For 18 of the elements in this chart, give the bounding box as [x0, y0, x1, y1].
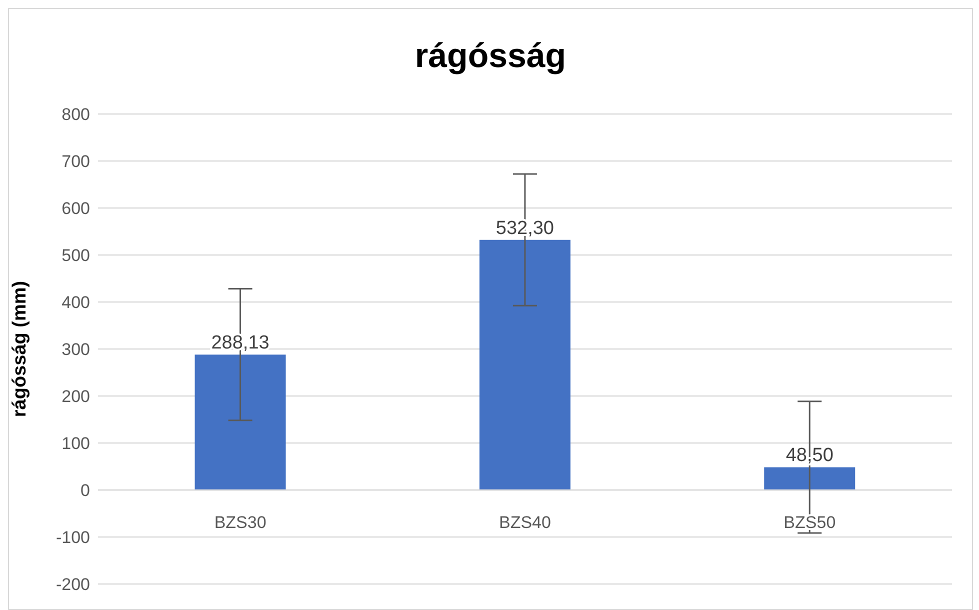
y-tick-label: 0: [80, 481, 90, 500]
bar: [194, 354, 286, 490]
chart-title: rágósság: [414, 37, 568, 76]
y-tick-label: 600: [62, 199, 90, 218]
y-tick-label: 700: [62, 152, 90, 172]
bar: [479, 240, 570, 490]
x-tick-label: BZS40: [499, 513, 551, 532]
y-tick-label: -100: [56, 528, 90, 548]
y-axis-title: rágósság (mm): [10, 280, 31, 418]
y-tick-label: 100: [62, 434, 90, 454]
y-tick-label: 300: [62, 340, 90, 360]
y-tick-label: -200: [56, 575, 90, 594]
y-tick-label: 500: [62, 246, 90, 266]
y-tick-label: 800: [62, 105, 90, 124]
bar: [764, 467, 856, 490]
x-tick-label: BZS30: [214, 513, 266, 532]
y-tick-label: 200: [62, 387, 90, 406]
y-tick-label: 400: [62, 293, 90, 312]
